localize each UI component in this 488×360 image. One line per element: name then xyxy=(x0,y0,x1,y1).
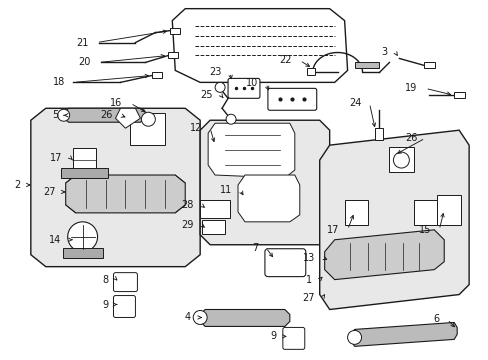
Polygon shape xyxy=(172,9,347,82)
Text: 10: 10 xyxy=(245,78,258,88)
Text: 17: 17 xyxy=(50,153,62,163)
Text: 2: 2 xyxy=(15,180,21,190)
Circle shape xyxy=(67,222,98,252)
Polygon shape xyxy=(413,200,436,225)
FancyBboxPatch shape xyxy=(227,78,260,98)
Polygon shape xyxy=(344,200,367,225)
Text: 26: 26 xyxy=(100,110,112,120)
Text: 6: 6 xyxy=(432,314,438,324)
Circle shape xyxy=(225,114,236,124)
Polygon shape xyxy=(170,28,180,33)
Polygon shape xyxy=(200,310,289,327)
Polygon shape xyxy=(73,148,95,173)
Text: 12: 12 xyxy=(189,123,202,133)
Polygon shape xyxy=(31,108,200,267)
Polygon shape xyxy=(152,72,162,78)
Polygon shape xyxy=(354,62,379,68)
Text: 18: 18 xyxy=(53,77,65,87)
Circle shape xyxy=(215,82,224,92)
Polygon shape xyxy=(375,128,383,140)
Polygon shape xyxy=(115,108,140,128)
Text: 8: 8 xyxy=(102,275,108,285)
Polygon shape xyxy=(319,130,468,310)
Text: 22: 22 xyxy=(279,55,291,66)
FancyBboxPatch shape xyxy=(113,296,135,318)
Polygon shape xyxy=(388,147,413,172)
Polygon shape xyxy=(200,200,229,218)
Text: 14: 14 xyxy=(48,235,61,245)
Text: 9: 9 xyxy=(102,300,108,310)
Polygon shape xyxy=(208,123,294,178)
Text: 26: 26 xyxy=(404,133,416,143)
Polygon shape xyxy=(65,175,185,213)
FancyBboxPatch shape xyxy=(282,328,304,349)
Text: 20: 20 xyxy=(78,58,90,67)
Circle shape xyxy=(58,109,69,121)
Polygon shape xyxy=(324,230,443,280)
Text: 28: 28 xyxy=(181,200,193,210)
Text: 11: 11 xyxy=(219,185,232,195)
Polygon shape xyxy=(424,62,434,68)
Text: 16: 16 xyxy=(110,98,122,108)
Text: 23: 23 xyxy=(209,67,222,77)
Polygon shape xyxy=(168,53,178,58)
Text: 24: 24 xyxy=(348,98,361,108)
Polygon shape xyxy=(351,323,456,346)
Text: 19: 19 xyxy=(404,84,416,93)
Polygon shape xyxy=(306,68,314,75)
Text: 7: 7 xyxy=(251,243,258,253)
Circle shape xyxy=(193,310,207,324)
FancyBboxPatch shape xyxy=(267,88,316,110)
Text: 21: 21 xyxy=(76,37,88,48)
Text: 17: 17 xyxy=(326,225,339,235)
FancyBboxPatch shape xyxy=(113,273,137,292)
Text: 3: 3 xyxy=(381,48,386,58)
Polygon shape xyxy=(436,195,460,225)
Text: 4: 4 xyxy=(183,312,190,323)
Polygon shape xyxy=(62,248,102,258)
Text: 13: 13 xyxy=(302,253,314,263)
Circle shape xyxy=(141,112,155,126)
Text: 5: 5 xyxy=(52,110,59,120)
Polygon shape xyxy=(453,92,464,98)
Text: 9: 9 xyxy=(270,332,276,341)
Polygon shape xyxy=(238,175,299,222)
Text: 15: 15 xyxy=(418,225,430,235)
Polygon shape xyxy=(200,120,329,245)
Polygon shape xyxy=(130,113,165,145)
Text: 27: 27 xyxy=(43,187,56,197)
Text: 27: 27 xyxy=(302,293,314,302)
Circle shape xyxy=(347,330,361,345)
Text: 29: 29 xyxy=(181,220,193,230)
Text: 1: 1 xyxy=(305,275,311,285)
Circle shape xyxy=(393,152,408,168)
FancyBboxPatch shape xyxy=(264,249,305,276)
Polygon shape xyxy=(63,108,145,122)
Text: 25: 25 xyxy=(200,90,213,100)
Polygon shape xyxy=(202,220,224,234)
Polygon shape xyxy=(61,168,107,178)
